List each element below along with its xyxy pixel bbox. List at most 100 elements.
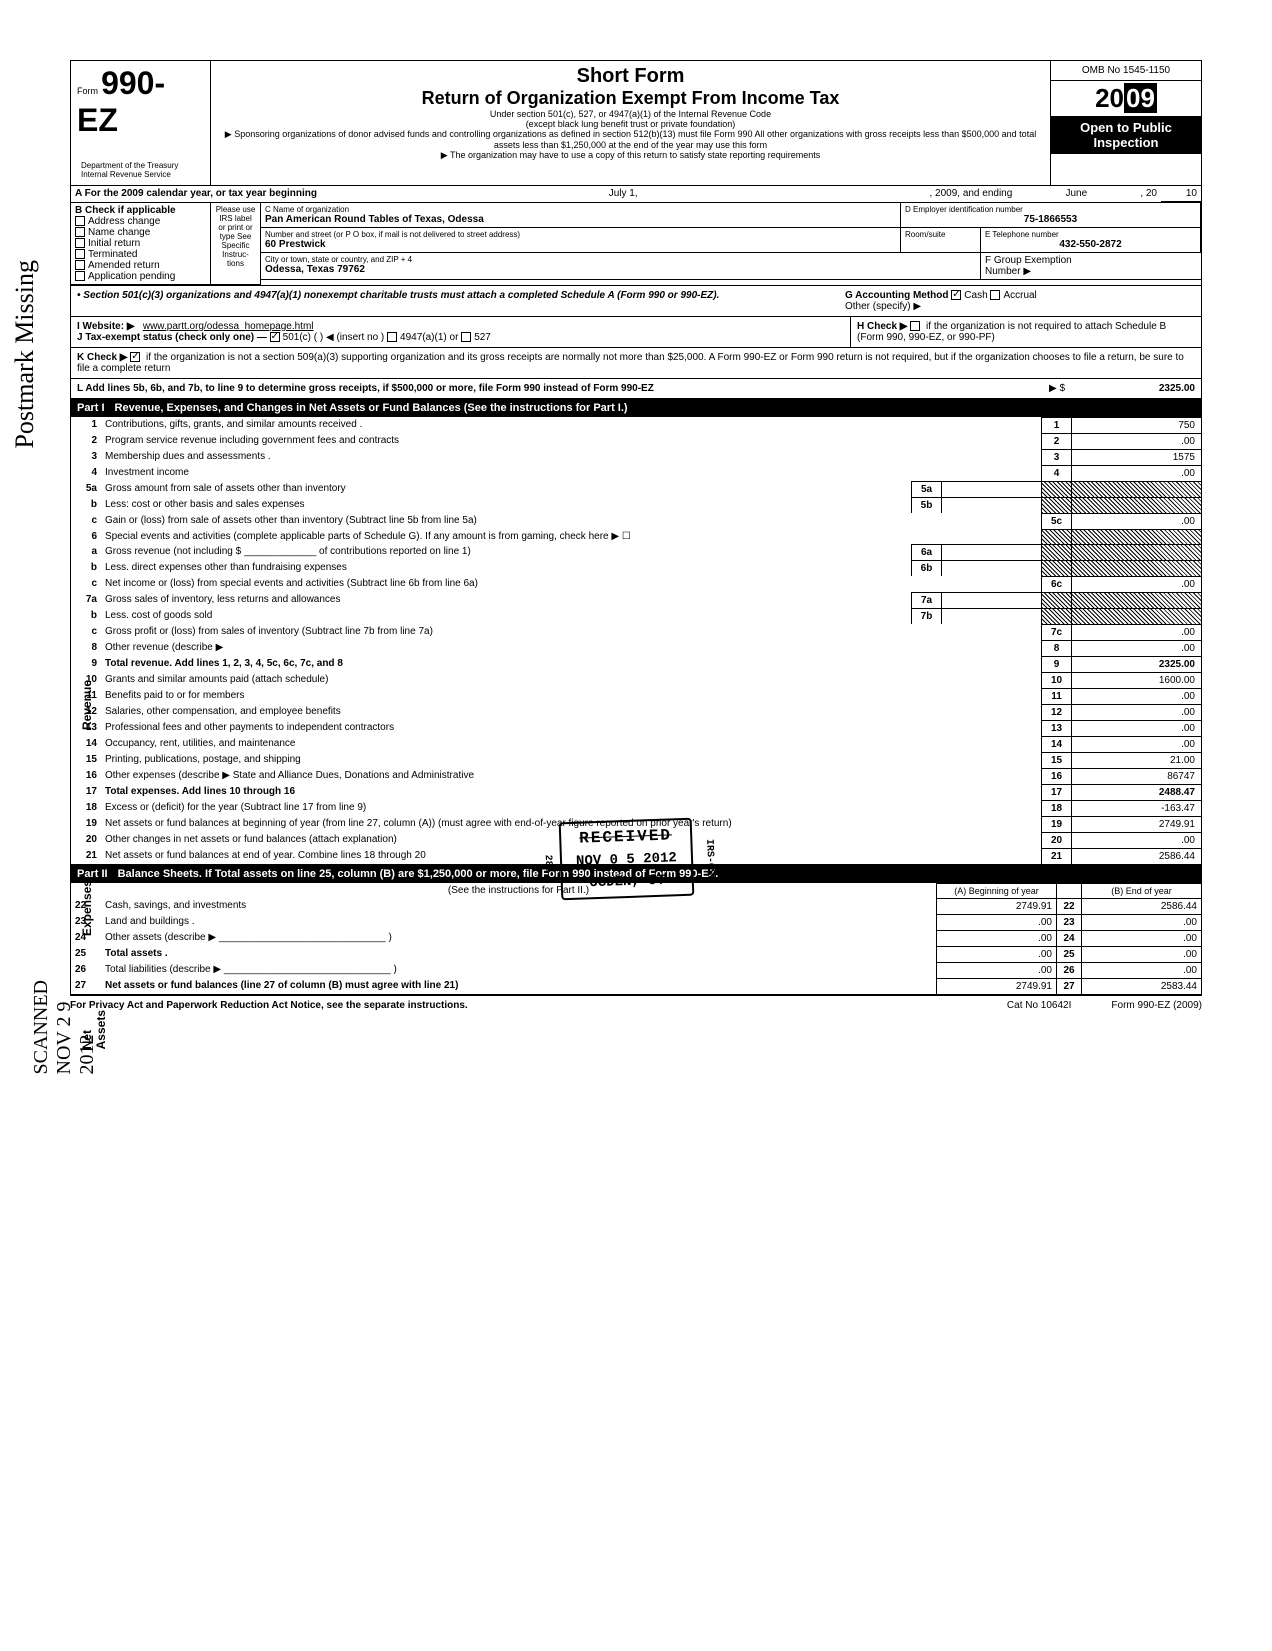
row-a-end-year: 10 (1161, 186, 1201, 202)
row-a-end-suffix: , 20 (1136, 186, 1161, 202)
col-a-header: (A) Beginning of year (936, 883, 1056, 898)
line-box: 20 (1041, 832, 1071, 848)
b-check-label: Amended return (88, 260, 160, 271)
f-label: F Group Exemption (985, 255, 1072, 266)
line-description: Special events and activities (complete … (101, 529, 1041, 544)
b-check-label: Address change (88, 216, 160, 227)
b-check-label: Name change (88, 227, 150, 238)
row-a-label: A For the 2009 calendar year, or tax yea… (75, 188, 317, 199)
line-description: Membership dues and assessments . (101, 449, 1041, 465)
year-big: 09 (1124, 83, 1157, 113)
line-value: 1575 (1071, 449, 1201, 465)
bal-description: Total assets . (101, 946, 936, 962)
row-a-end-month: June (1016, 186, 1136, 202)
j-4947-checkbox[interactable] (387, 332, 397, 342)
c-name-label: C Name of organization (265, 205, 896, 214)
bal-line-number: 26 (71, 962, 101, 978)
line-value: .00 (1071, 736, 1201, 752)
line-description: Less. direct expenses other than fundrai… (101, 560, 911, 576)
d-ein-value: 75-1866553 (905, 214, 1196, 225)
b-checkbox[interactable] (75, 227, 85, 237)
b-checkbox[interactable] (75, 216, 85, 226)
line-box: 9 (1041, 656, 1071, 672)
line-box (1041, 481, 1071, 497)
line-description: Total expenses. Add lines 10 through 16 (101, 784, 1041, 800)
form-line: 10Grants and similar amounts paid (attac… (70, 672, 1202, 688)
g-label: G Accounting Method (845, 290, 949, 301)
inner-box: 5b (911, 497, 941, 513)
line-value (1071, 529, 1201, 544)
bal-description: Land and buildings . (101, 914, 936, 930)
b-title: B Check if applicable (75, 205, 176, 216)
form-line: bLess. cost of goods sold7b (70, 608, 1202, 624)
form-line: cNet income or (loss) from special event… (70, 576, 1202, 592)
k-checkbox[interactable] (130, 352, 140, 362)
g-accrual-checkbox[interactable] (990, 290, 1000, 300)
section-bcdef: B Check if applicable Address changeName… (70, 203, 1202, 286)
part-i-desc: Revenue, Expenses, and Changes in Net As… (115, 402, 628, 414)
line-box: 11 (1041, 688, 1071, 704)
row-a-mid: , 2009, and ending (925, 186, 1016, 202)
form-line: 4Investment income4.00 (70, 465, 1202, 481)
line-value (1071, 560, 1201, 576)
line-number: b (71, 608, 101, 624)
line-value: 2488.47 (1071, 784, 1201, 800)
i-label: I Website: ▶ (77, 321, 135, 332)
b-checkbox[interactable] (75, 260, 85, 270)
j-527-checkbox[interactable] (461, 332, 471, 342)
omb-number: OMB No 1545-1150 (1051, 61, 1201, 81)
line-description: Less. cost of goods sold (101, 608, 911, 624)
inner-value (941, 544, 1041, 560)
bal-col-b: 2583.44 (1081, 978, 1201, 994)
year-prefix: 20 (1095, 83, 1124, 113)
stamp-code: 286 (542, 855, 554, 873)
line-number: 15 (71, 752, 101, 768)
h-checkbox[interactable] (910, 321, 920, 331)
j-501c-checkbox[interactable] (270, 332, 280, 342)
line-number: c (71, 624, 101, 640)
b-checkbox[interactable] (75, 271, 85, 281)
bal-description: Cash, savings, and investments (101, 898, 936, 914)
balance-row: 27Net assets or fund balances (line 27 o… (70, 978, 1202, 995)
bal-mid-number: 22 (1056, 898, 1081, 914)
bal-col-b: .00 (1081, 946, 1201, 962)
org-name: Pan American Round Tables of Texas, Odes… (265, 214, 484, 225)
line-box (1041, 608, 1071, 624)
line-number: 17 (71, 784, 101, 800)
line-box (1041, 529, 1071, 544)
form-line: 7aGross sales of inventory, less returns… (70, 592, 1202, 608)
line-description: Excess or (deficit) for the year (Subtra… (101, 800, 1041, 816)
line-description: Benefits paid to or for members (101, 688, 1041, 704)
line-description: Less: cost or other basis and sales expe… (101, 497, 911, 513)
g-cash-checkbox[interactable] (951, 290, 961, 300)
stamp-received: RECEIVED (575, 826, 676, 848)
please-label: Please use IRS label or print or type Se… (211, 203, 261, 285)
b-checkbox[interactable] (75, 249, 85, 259)
bal-col-a: .00 (936, 930, 1056, 946)
line-box: 1 (1041, 417, 1071, 433)
line-box: 4 (1041, 465, 1071, 481)
c-street: 60 Prestwick (265, 239, 326, 250)
bal-mid-number: 24 (1056, 930, 1081, 946)
line-box (1041, 497, 1071, 513)
line-number: 20 (71, 832, 101, 848)
b-check-label: Initial return (88, 238, 140, 249)
line-number: 2 (71, 433, 101, 449)
b-checkbox[interactable] (75, 238, 85, 248)
line-value: 2586.44 (1071, 848, 1201, 864)
j-527-label: 527 (474, 332, 491, 343)
line-box: 14 (1041, 736, 1071, 752)
line-box: 18 (1041, 800, 1071, 816)
b-check-item: Address change (75, 216, 206, 227)
bal-description: Net assets or fund balances (line 27 of … (101, 978, 936, 994)
part-i-header: Part I Revenue, Expenses, and Changes in… (70, 399, 1202, 417)
line-value: .00 (1071, 624, 1201, 640)
form-line: 11Benefits paid to or for members11.00 (70, 688, 1202, 704)
bal-mid-number: 25 (1056, 946, 1081, 962)
inspection-label: Inspection (1051, 135, 1201, 150)
line-value: .00 (1071, 465, 1201, 481)
line-box: 3 (1041, 449, 1071, 465)
section-ijh: I Website: ▶ www.partt.org/odessa_homepa… (70, 317, 1202, 348)
line-number: 5a (71, 481, 101, 497)
form-prefix: Form (77, 86, 98, 96)
